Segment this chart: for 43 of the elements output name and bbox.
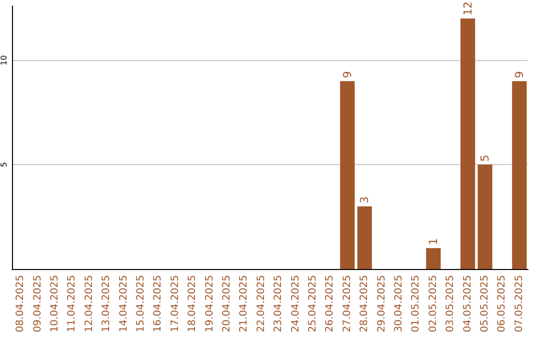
y-tick-label: 10 xyxy=(0,55,8,66)
x-tick-label: 21.04.2025 xyxy=(238,275,250,332)
x-tick-label: 20.04.2025 xyxy=(222,275,232,332)
x-tick-label: 08.04.2025 xyxy=(15,275,26,332)
x-tick-label: 18.04.2025 xyxy=(187,275,198,332)
x-tick-label: 19.04.2025 xyxy=(204,275,216,332)
x-tick-label: 09.04.2025 xyxy=(32,275,44,332)
x-tick-label: 14.04.2025 xyxy=(118,275,130,332)
x-tick-label: 27.04.2025 xyxy=(342,275,353,332)
x-tick-label: 03.05.2025 xyxy=(445,275,456,332)
bar xyxy=(340,81,355,269)
x-tick-label: 02.05.2025 xyxy=(428,275,439,332)
bar xyxy=(357,206,372,269)
data-label: 5 xyxy=(478,154,492,162)
bar xyxy=(512,81,527,269)
data-label: 12 xyxy=(461,2,474,16)
data-label: 1 xyxy=(426,238,440,246)
x-tick-label: 12.04.2025 xyxy=(84,275,95,332)
x-tick-label: 11.04.2025 xyxy=(66,275,78,332)
x-tick-label: 17.04.2025 xyxy=(170,275,181,332)
x-tick-label: 05.05.2025 xyxy=(480,275,490,332)
data-label: 9 xyxy=(340,71,354,78)
x-tick-label: 01.05.2025 xyxy=(410,275,422,332)
x-tick-label: 15.04.2025 xyxy=(136,275,146,332)
data-label: 9 xyxy=(512,71,526,78)
x-tick-label: 29.04.2025 xyxy=(376,275,388,332)
x-tick-label: 22.04.2025 xyxy=(256,275,267,332)
x-tick-label: 07.05.2025 xyxy=(514,275,525,332)
x-tick-label: 06.05.2025 xyxy=(496,275,508,332)
bar xyxy=(478,164,492,269)
x-tick-label: 30.04.2025 xyxy=(394,275,404,332)
x-tick-label: 16.04.2025 xyxy=(152,275,164,332)
x-tick-label: 28.04.2025 xyxy=(359,275,370,332)
bar xyxy=(426,248,441,269)
x-tick-label: 24.04.2025 xyxy=(290,275,302,332)
x-tick-label: 10.04.2025 xyxy=(50,275,60,332)
x-tick-label: 25.04.2025 xyxy=(308,275,318,332)
data-label: 3 xyxy=(358,196,372,204)
x-tick-label: 23.04.2025 xyxy=(273,275,284,332)
bar xyxy=(460,18,476,269)
x-tick-label: 13.04.2025 xyxy=(101,275,112,332)
x-tick-label: 04.05.2025 xyxy=(462,275,474,332)
x-tick-label: 26.04.2025 xyxy=(324,275,336,332)
